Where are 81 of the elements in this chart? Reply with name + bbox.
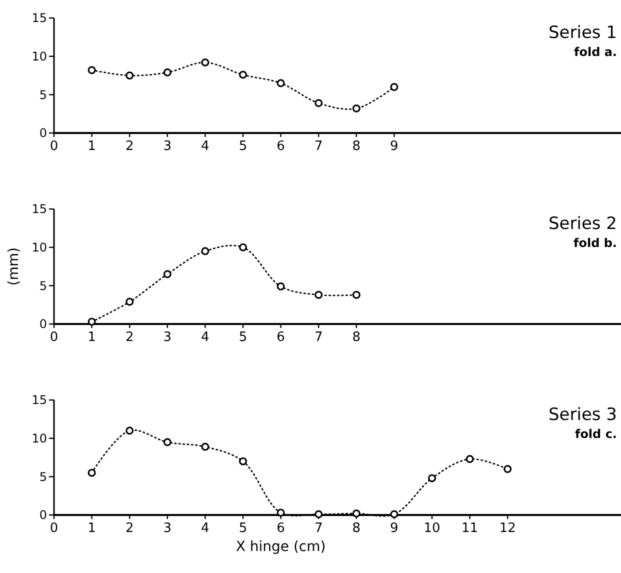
y-tick-label: 10: [32, 240, 47, 255]
point: [352, 509, 360, 518]
x-tick-label: 6: [276, 139, 285, 154]
text: Series 2: [548, 214, 617, 234]
y-axis-title: (mm): [6, 247, 22, 286]
point: [163, 68, 172, 76]
x-tick-label: 8: [352, 330, 361, 345]
x-tick-label: 0: [50, 521, 58, 536]
x-tick-label: 1: [88, 330, 96, 345]
x-tick-label: 3: [163, 521, 172, 536]
x-tick-label: 1: [88, 139, 96, 154]
point: [390, 83, 398, 91]
x-tick-label: 5: [238, 521, 248, 536]
point: [466, 455, 474, 464]
x-tick-label: 7: [314, 139, 323, 154]
x-tick-label: 7: [314, 330, 323, 345]
y-tick-label: 5: [39, 278, 47, 293]
x-tick-label: 3: [163, 330, 172, 345]
point: [201, 247, 210, 256]
x-tick-label: 2: [125, 521, 134, 536]
x-tick-label: 7: [314, 521, 323, 536]
x-tick-label: 10: [424, 521, 440, 536]
y-tick-label: 15: [32, 202, 47, 216]
y-tick-label: 10: [32, 50, 47, 64]
x-tick-label: 6: [276, 521, 285, 536]
x-tick-label: 1: [88, 521, 96, 536]
x-tick-label: 4: [201, 330, 210, 345]
point: [276, 282, 285, 290]
point: [163, 438, 172, 446]
x-tick-label: 2: [125, 139, 134, 154]
y-tick-label: 15: [32, 11, 47, 26]
x-tick-label: 9: [390, 521, 398, 536]
annotation: fold a.: [574, 45, 617, 59]
y-tick-label: 0: [39, 126, 47, 140]
annotation: fold c.: [574, 427, 617, 441]
point: [276, 508, 285, 517]
point: [201, 442, 210, 451]
point: [276, 79, 285, 88]
point: [88, 66, 96, 74]
point: [390, 510, 398, 518]
x-tick-label: 8: [352, 521, 361, 536]
y-tick-label: 0: [39, 317, 47, 332]
y-tick-label: 5: [39, 470, 47, 484]
x-tick-label: 0: [50, 330, 58, 345]
x-tick-label: 4: [201, 139, 210, 154]
x-axis-title: X hinge (cm): [236, 539, 326, 555]
annotation: fold b.: [574, 236, 617, 250]
x-tick-label: 12: [499, 521, 516, 536]
point: [126, 426, 134, 435]
x-tick-label: 4: [201, 521, 210, 536]
y-tick-label: 15: [32, 393, 47, 408]
x-tick-label: 3: [163, 139, 172, 154]
x-tick-label: 5: [238, 139, 248, 154]
x-tick-label: 5: [238, 330, 248, 345]
point: [314, 99, 323, 108]
point: [239, 70, 247, 79]
point: [201, 58, 210, 66]
point: [88, 468, 96, 477]
x-tick-label: 2: [125, 330, 134, 345]
x-tick-label: 6: [276, 330, 285, 345]
x-tick-label: 0: [50, 139, 58, 154]
point: [239, 243, 247, 252]
y-tick-label: 10: [32, 432, 47, 446]
point: [163, 270, 172, 278]
text: Series 1: [548, 23, 617, 43]
point: [314, 290, 323, 299]
y-tick-label: 0: [39, 508, 47, 522]
point: [239, 457, 247, 466]
point: [126, 298, 134, 306]
point: [314, 510, 323, 518]
point: [126, 72, 134, 80]
x-tick-label: 9: [390, 139, 398, 154]
y-tick-label: 5: [39, 88, 47, 102]
point: [352, 290, 360, 299]
point: [352, 104, 360, 112]
x-tick-label: 11: [462, 521, 478, 536]
point: [88, 318, 96, 326]
point: [428, 474, 436, 482]
x-tick-label: 8: [352, 139, 361, 154]
point: [504, 465, 512, 473]
text: Series 3: [548, 405, 617, 425]
